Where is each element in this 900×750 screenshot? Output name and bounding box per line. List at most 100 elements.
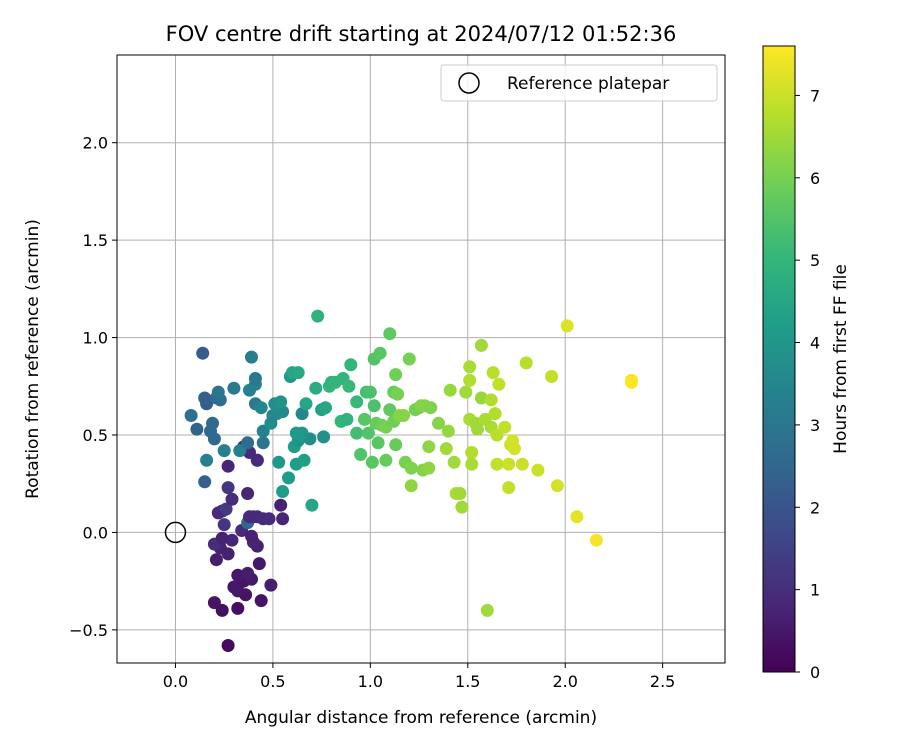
data-point bbox=[465, 457, 479, 471]
data-point bbox=[207, 596, 221, 610]
x-tick-label: 0.0 bbox=[163, 672, 188, 691]
data-point bbox=[422, 440, 436, 454]
legend-label-reference: Reference platepar bbox=[507, 74, 669, 94]
data-point bbox=[560, 319, 574, 333]
y-tick-label: 1.0 bbox=[83, 329, 108, 348]
data-point bbox=[276, 512, 290, 526]
plot-area bbox=[116, 54, 726, 664]
data-point bbox=[531, 463, 545, 477]
data-point bbox=[250, 453, 264, 467]
data-point bbox=[225, 492, 239, 506]
data-point bbox=[422, 461, 436, 475]
data-point bbox=[389, 438, 403, 452]
colorbar-tick-label: 5 bbox=[810, 251, 820, 270]
data-point bbox=[373, 346, 387, 360]
data-point bbox=[459, 385, 473, 399]
data-point bbox=[264, 578, 278, 592]
data-point bbox=[252, 557, 266, 571]
y-tick-label: 0.0 bbox=[83, 523, 108, 542]
colorbar-tick-label: 3 bbox=[810, 416, 820, 435]
data-point bbox=[455, 500, 469, 514]
data-point bbox=[367, 399, 381, 413]
colorbar-tick-label: 7 bbox=[810, 86, 820, 105]
data-point bbox=[231, 568, 245, 582]
data-point bbox=[227, 381, 241, 395]
colorbar-tick-label: 6 bbox=[810, 169, 820, 188]
data-points bbox=[184, 309, 638, 652]
data-point bbox=[488, 407, 502, 421]
data-point bbox=[383, 327, 397, 341]
data-point bbox=[217, 444, 231, 458]
data-point bbox=[519, 356, 533, 370]
data-point bbox=[231, 601, 245, 615]
data-point bbox=[350, 426, 364, 440]
data-point bbox=[211, 385, 225, 399]
data-point bbox=[484, 393, 498, 407]
data-point bbox=[379, 453, 393, 467]
colorbar-tick-label: 4 bbox=[810, 334, 820, 353]
data-point bbox=[550, 479, 564, 493]
data-point bbox=[463, 373, 477, 387]
data-point bbox=[254, 401, 268, 415]
colorbar-frame bbox=[762, 45, 796, 673]
data-point bbox=[200, 453, 214, 467]
y-tick-label: 2.0 bbox=[83, 134, 108, 153]
data-point bbox=[276, 485, 290, 498]
data-point bbox=[272, 455, 286, 469]
data-point bbox=[311, 309, 325, 323]
data-point bbox=[297, 453, 311, 467]
data-point bbox=[295, 426, 309, 440]
data-point bbox=[344, 358, 358, 372]
data-point bbox=[358, 412, 371, 426]
x-axis-label: Angular distance from reference (arcmin) bbox=[245, 708, 597, 728]
data-point bbox=[389, 368, 403, 382]
data-point bbox=[397, 409, 410, 422]
y-tick-label: −0.5 bbox=[69, 621, 108, 640]
data-point bbox=[424, 401, 438, 415]
data-point bbox=[190, 422, 204, 436]
data-point bbox=[492, 377, 506, 391]
x-tick-label: 2.0 bbox=[552, 672, 577, 691]
data-point bbox=[371, 436, 385, 450]
data-point bbox=[217, 518, 231, 532]
data-point bbox=[361, 426, 375, 440]
data-point bbox=[465, 446, 479, 459]
data-point bbox=[245, 350, 258, 364]
y-axis-label: Rotation from reference (arcmin) bbox=[23, 219, 43, 499]
data-point bbox=[471, 422, 484, 436]
data-point bbox=[305, 498, 319, 512]
data-point bbox=[241, 436, 255, 450]
data-point bbox=[443, 383, 457, 397]
data-point bbox=[453, 487, 467, 500]
colorbar-ticks: 0 1 2 3 4 5 6 7 bbox=[795, 86, 820, 682]
data-point bbox=[383, 403, 397, 417]
data-point bbox=[282, 471, 295, 485]
colorbar-gradient bbox=[763, 46, 795, 672]
data-point bbox=[502, 481, 516, 495]
data-point bbox=[319, 401, 332, 415]
data-point bbox=[365, 455, 379, 469]
data-point bbox=[474, 391, 488, 405]
colorbar-tick-label: 2 bbox=[810, 498, 820, 517]
data-point bbox=[274, 498, 288, 512]
data-point bbox=[502, 457, 516, 471]
data-point bbox=[198, 391, 212, 405]
chart-title: FOV centre drift starting at 2024/07/12 … bbox=[166, 22, 677, 46]
colorbar: 0 1 2 3 4 5 6 7 Hours from first FF file bbox=[762, 45, 851, 682]
data-point bbox=[498, 420, 512, 434]
data-point bbox=[340, 412, 354, 426]
data-point bbox=[219, 502, 233, 516]
data-point bbox=[402, 352, 416, 366]
data-point bbox=[545, 370, 559, 383]
y-tick-label: 1.5 bbox=[83, 231, 108, 250]
colorbar-label: Hours from first FF file bbox=[831, 264, 851, 454]
data-point bbox=[256, 436, 270, 450]
reference-point-marker bbox=[164, 521, 187, 544]
x-tick-label: 2.5 bbox=[650, 672, 675, 691]
data-point bbox=[295, 407, 309, 421]
data-point bbox=[299, 397, 313, 411]
legend: Reference platepar bbox=[440, 64, 718, 102]
plot-background bbox=[117, 55, 725, 663]
colorbar-tick-label: 1 bbox=[810, 581, 820, 600]
data-point bbox=[439, 442, 453, 456]
